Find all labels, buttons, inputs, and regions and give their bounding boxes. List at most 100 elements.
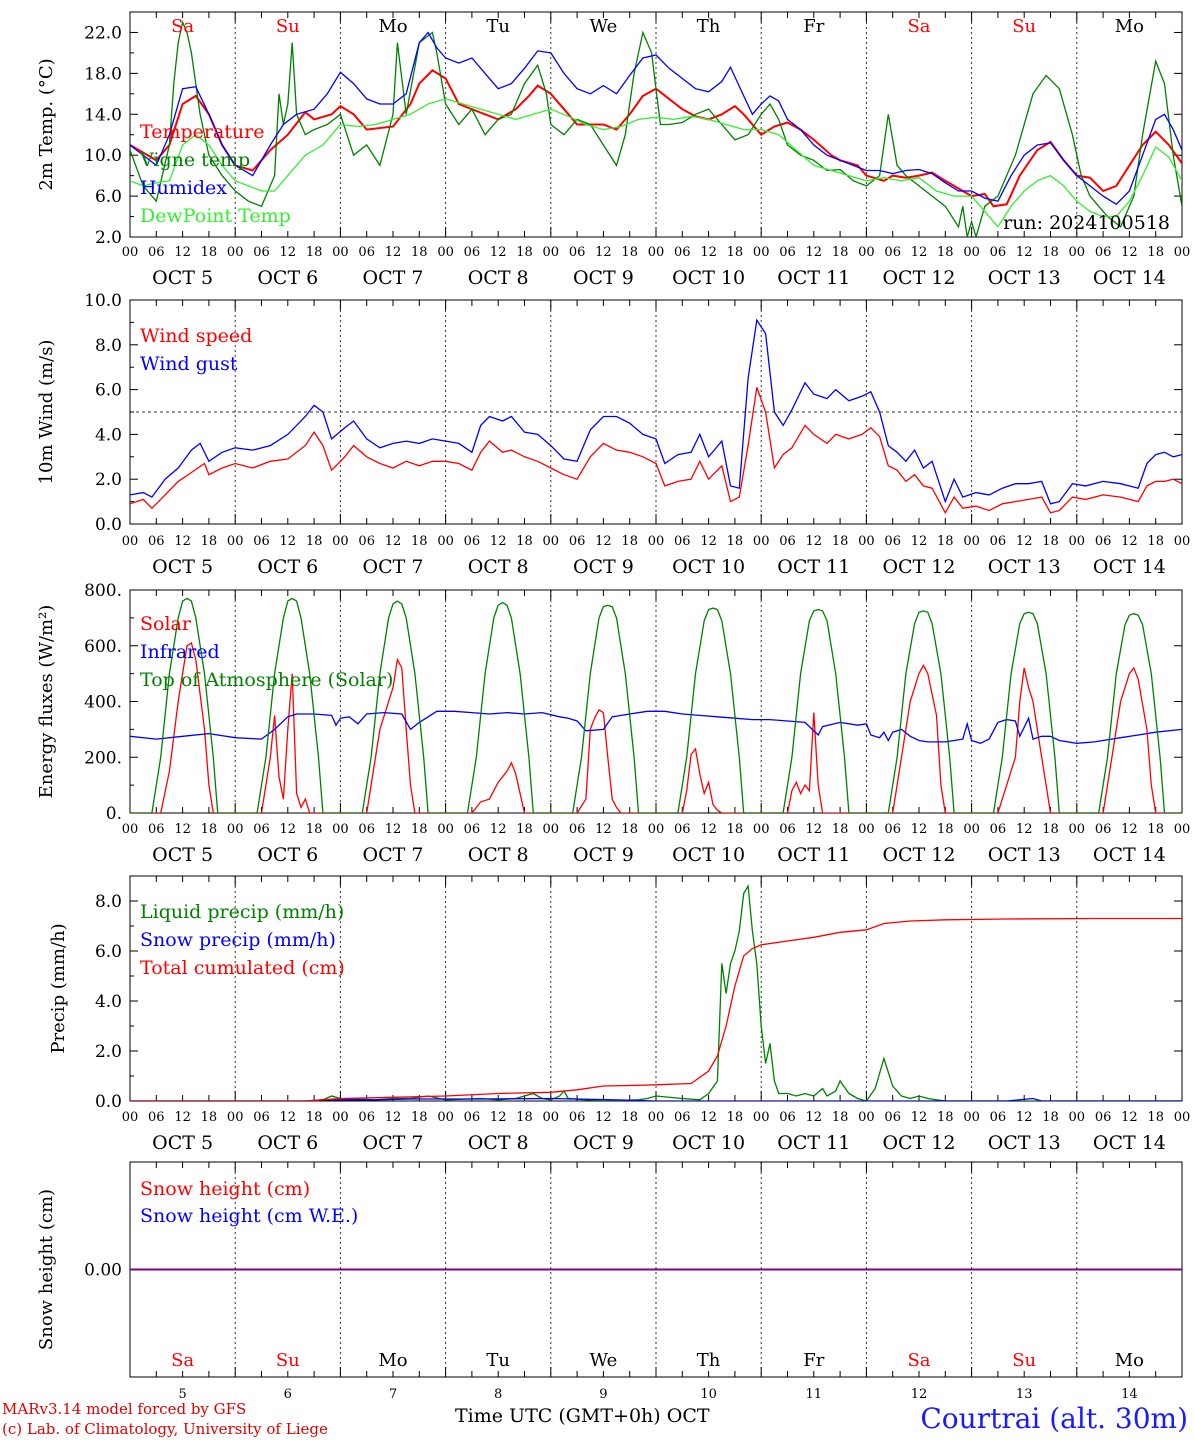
hour-tick-label: 06 [990, 1110, 1007, 1125]
date-label: OCT 14 [1093, 556, 1166, 578]
hour-tick-label: 18 [832, 1110, 849, 1125]
hour-tick-label: 18 [1147, 1110, 1164, 1125]
weekday-label: Sa [907, 16, 930, 37]
hour-tick-label: 18 [411, 1110, 428, 1125]
hour-tick-label: 06 [358, 245, 375, 260]
hour-tick-label: 12 [806, 1110, 823, 1125]
hour-tick-label: 12 [385, 1110, 402, 1125]
date-label: OCT 8 [468, 844, 529, 866]
hour-tick-label: 00 [1174, 534, 1191, 549]
hour-tick-label: 00 [1174, 245, 1191, 260]
panel-4: 0.0 2.0 4.0 6.0 8.0 Precip (mm/h) 00 06 12 18 OCT … [48, 875, 1190, 1154]
hour-tick-label: 18 [411, 245, 428, 260]
hour-tick-label: 00 [437, 534, 454, 549]
day-number-label: 8 [494, 1387, 502, 1402]
date-label: OCT 5 [152, 1132, 213, 1154]
day-number-label: 10 [700, 1387, 717, 1402]
hour-tick-label: 12 [174, 245, 191, 260]
hour-tick-label: 18 [621, 822, 638, 837]
hour-tick-label: 00 [858, 245, 875, 260]
hour-tick-label: 18 [832, 245, 849, 260]
weekday-label: Fr [803, 1350, 824, 1371]
hour-tick-label: 06 [674, 1110, 691, 1125]
hour-tick-label: 18 [516, 534, 533, 549]
hour-tick-label: 00 [963, 245, 980, 260]
hour-tick-label: 12 [174, 822, 191, 837]
y-axis-title: 10m Wind (m/s) [36, 340, 57, 485]
series-line-vigne-temp [130, 20, 1182, 237]
y-tick-label: 22.0 [84, 23, 122, 43]
hour-tick-label: 06 [1095, 822, 1112, 837]
weekday-label: Mo [1115, 1350, 1144, 1371]
hour-tick-label: 18 [1147, 822, 1164, 837]
hour-tick-label: 18 [306, 1110, 323, 1125]
hour-tick-label: 00 [332, 245, 349, 260]
hour-tick-label: 12 [595, 822, 612, 837]
lab-credit: (c) Lab. of Climatology, University of L… [2, 1420, 328, 1438]
date-label: OCT 5 [152, 556, 213, 578]
date-label: OCT 11 [777, 267, 850, 289]
hour-tick-label: 00 [858, 534, 875, 549]
legend-entry: Top of Atmosphere (Solar) [140, 669, 393, 691]
hour-tick-label: 00 [332, 1110, 349, 1125]
weekday-label: Sa [907, 1350, 930, 1371]
hour-tick-label: 00 [543, 534, 560, 549]
date-label: OCT 7 [363, 1132, 424, 1154]
y-tick-label: 0.0 [95, 515, 122, 535]
legend-entry: Snow precip (mm/h) [140, 929, 336, 951]
hour-tick-label: 18 [306, 245, 323, 260]
hour-tick-label: 18 [1042, 1110, 1059, 1125]
y-tick-label: 0. [106, 804, 122, 824]
hour-tick-label: 00 [1174, 822, 1191, 837]
hour-tick-label: 06 [148, 822, 165, 837]
hour-tick-label: 12 [490, 822, 507, 837]
y-tick-label: 0.0 [95, 1092, 122, 1112]
hour-tick-label: 18 [832, 822, 849, 837]
hour-tick-label: 18 [201, 534, 218, 549]
day-number-label: 11 [806, 1387, 823, 1402]
series-line-wind-gust [130, 318, 1182, 505]
series-line-total-cumulated-cm- [130, 917, 1182, 1101]
hour-tick-label: 00 [648, 534, 665, 549]
date-label: OCT 6 [257, 267, 318, 289]
series-line-solar [130, 641, 1182, 813]
y-tick-label: 14.0 [84, 105, 122, 125]
hour-tick-label: 00 [122, 1110, 139, 1125]
date-label: OCT 10 [672, 267, 745, 289]
hour-tick-label: 06 [569, 822, 586, 837]
y-tick-label: 6.0 [95, 187, 122, 207]
y-axis-title: Precip (mm/h) [48, 923, 69, 1053]
hour-tick-label: 12 [174, 534, 191, 549]
hour-tick-label: 12 [595, 245, 612, 260]
date-label: OCT 6 [257, 1132, 318, 1154]
hour-tick-label: 06 [884, 822, 901, 837]
legend-entry: Infrared [140, 641, 220, 663]
date-label: OCT 14 [1093, 844, 1166, 866]
time-axis-month: OCT [666, 1405, 710, 1427]
weekday-label: Mo [378, 1350, 407, 1371]
hour-tick-label: 06 [253, 1110, 270, 1125]
hour-tick-label: 18 [1042, 534, 1059, 549]
hour-tick-label: 00 [963, 534, 980, 549]
hour-tick-label: 06 [253, 534, 270, 549]
weekday-label: Mo [378, 16, 407, 37]
panel-2: 0.0 2.0 4.0 6.0 8.0 10.0 10m Wind (m/s) 00 06 12 1… [36, 291, 1191, 578]
hour-tick-label: 18 [516, 245, 533, 260]
hour-tick-label: 12 [385, 822, 402, 837]
run-annotation: run: 2024100518 [1003, 212, 1170, 234]
weekday-label: Sa [171, 1350, 194, 1371]
hour-tick-label: 18 [621, 245, 638, 260]
hour-tick-label: 00 [227, 822, 244, 837]
hour-tick-label: 12 [806, 534, 823, 549]
y-tick-label: 10.0 [84, 291, 122, 311]
date-label: OCT 13 [988, 267, 1061, 289]
hour-tick-label: 18 [1147, 534, 1164, 549]
hour-tick-label: 12 [1121, 534, 1138, 549]
day-number-label: 12 [911, 1387, 928, 1402]
hour-tick-label: 00 [122, 534, 139, 549]
date-label: OCT 13 [988, 1132, 1061, 1154]
hour-tick-label: 06 [990, 822, 1007, 837]
weekday-label: Tu [486, 1350, 510, 1371]
hour-tick-label: 06 [884, 534, 901, 549]
hour-tick-label: 00 [1069, 245, 1086, 260]
